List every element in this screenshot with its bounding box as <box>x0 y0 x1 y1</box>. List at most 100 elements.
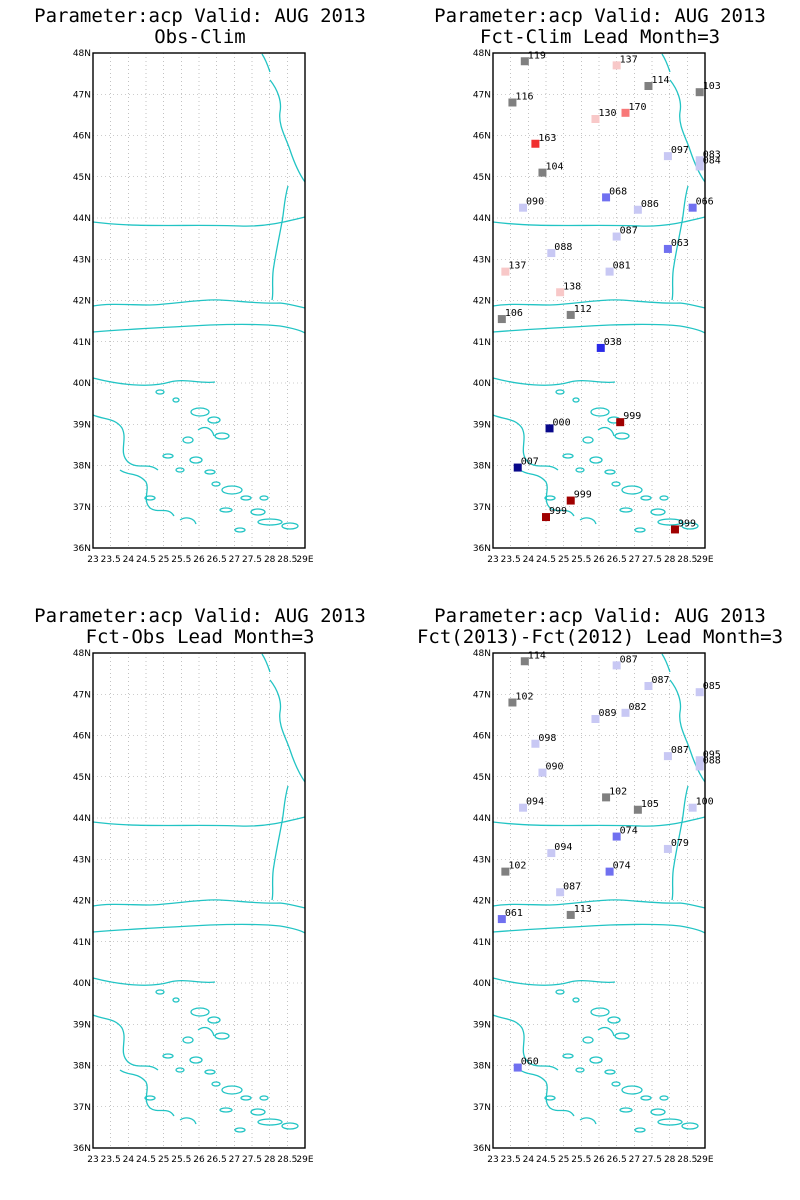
coastline <box>269 679 306 783</box>
station-value-label: 104 <box>545 162 563 173</box>
island <box>614 432 630 440</box>
panel-title-line2: Obs-Clim <box>154 26 246 48</box>
latitude-label: 36N <box>73 1144 91 1154</box>
longitude-label: 28.5 <box>677 555 697 565</box>
island <box>681 522 699 530</box>
station-value-label: 068 <box>609 186 627 197</box>
latitude-label: 42N <box>473 897 491 907</box>
longitude-label: 25.5 <box>571 1155 591 1165</box>
island <box>182 1036 194 1044</box>
station-value-label: 089 <box>598 708 616 719</box>
coastline <box>119 469 175 517</box>
island <box>572 397 580 403</box>
longitude-label: 25.5 <box>171 555 191 565</box>
station-marker <box>520 657 529 666</box>
map-frame <box>492 52 706 549</box>
latitude-label: 45N <box>473 173 491 183</box>
latitude-label: 41N <box>473 338 491 348</box>
station-value-label: 087 <box>620 654 638 665</box>
longitude-label: 23 <box>87 1155 98 1165</box>
station-value-label: 137 <box>620 54 638 65</box>
station-marker <box>695 762 704 771</box>
island <box>614 1032 630 1040</box>
station-marker <box>695 756 704 765</box>
island <box>657 518 683 526</box>
island <box>190 1007 210 1017</box>
coastline <box>197 426 215 437</box>
station-value-label: 038 <box>604 337 622 348</box>
longitude-label: 29E <box>696 555 713 565</box>
latitude-label: 38N <box>473 462 491 472</box>
coastline <box>271 785 289 901</box>
station-marker <box>644 82 653 90</box>
latitude-label: 43N <box>473 855 491 865</box>
island <box>240 1095 252 1101</box>
coastline <box>261 53 271 73</box>
station-marker <box>547 849 556 858</box>
longitude-label: 27 <box>629 555 640 565</box>
station-marker <box>538 768 547 777</box>
longitude-label: 24 <box>523 555 535 565</box>
station-marker <box>542 513 550 522</box>
coastline <box>179 1117 197 1125</box>
longitude-label: 24.5 <box>136 555 156 565</box>
station-value-label: 000 <box>553 417 571 428</box>
latitude-label: 38N <box>73 462 91 472</box>
coastline <box>92 899 306 909</box>
station-value-label: 074 <box>620 826 638 837</box>
station-value-label: 088 <box>554 242 572 253</box>
longitude-label: 29E <box>296 555 313 565</box>
island <box>207 1016 221 1024</box>
longitude-label: 25 <box>558 1155 569 1165</box>
island <box>544 495 556 501</box>
station-value-label: 100 <box>696 797 714 808</box>
station-value-label: 999 <box>574 490 592 501</box>
longitude-label: 23.5 <box>101 1155 121 1165</box>
coastline <box>92 1014 159 1071</box>
latitude-label: 36N <box>473 1144 491 1154</box>
panel-obs-clim: Parameter:acp Valid: AUG 2013 Obs-Clim 4… <box>0 0 400 600</box>
station-value-label: 097 <box>671 145 689 156</box>
coastline <box>119 1069 175 1117</box>
latitude-label: 41N <box>73 338 91 348</box>
island <box>162 453 174 459</box>
station-marker <box>605 867 614 876</box>
latitude-label: 39N <box>473 420 491 430</box>
island <box>144 1095 156 1101</box>
station-value-label: 106 <box>505 308 523 319</box>
longitude-label: 23 <box>487 555 498 565</box>
latitude-label: 39N <box>473 1020 491 1030</box>
station-marker <box>602 793 611 802</box>
station-value-label: 086 <box>641 199 659 210</box>
island <box>257 518 283 526</box>
longitude-label: 26 <box>193 555 205 565</box>
station-value-label: 137 <box>508 261 526 272</box>
island <box>562 453 574 459</box>
latitude-label: 47N <box>73 690 91 700</box>
coastline <box>661 53 671 73</box>
coastlines <box>492 53 706 533</box>
station-marker <box>538 168 547 177</box>
panel-title-line1: Parameter:acp Valid: AUG 2013 <box>34 5 366 27</box>
map-frame <box>492 652 706 1149</box>
station-marker <box>556 288 565 297</box>
longitude-label: 26 <box>593 1155 605 1165</box>
longitude-label: 24.5 <box>136 1155 156 1165</box>
island <box>221 1085 243 1095</box>
longitude-label: 26.5 <box>207 1155 227 1165</box>
island <box>611 481 621 487</box>
graticule <box>93 53 305 548</box>
station-marker <box>520 57 529 66</box>
station-marker <box>663 152 672 161</box>
station-value-label: 081 <box>613 261 631 272</box>
latitude-label: 48N <box>473 49 491 59</box>
panel-title-line1: Parameter:acp Valid: AUG 2013 <box>434 605 766 627</box>
island <box>621 485 643 495</box>
longitude-label: 26 <box>193 1155 205 1165</box>
latitude-label: 36N <box>473 544 491 554</box>
station-value-label: 083 <box>703 149 721 160</box>
latitude-label: 46N <box>473 132 491 142</box>
station-marker <box>545 424 554 433</box>
coastline <box>579 517 597 525</box>
